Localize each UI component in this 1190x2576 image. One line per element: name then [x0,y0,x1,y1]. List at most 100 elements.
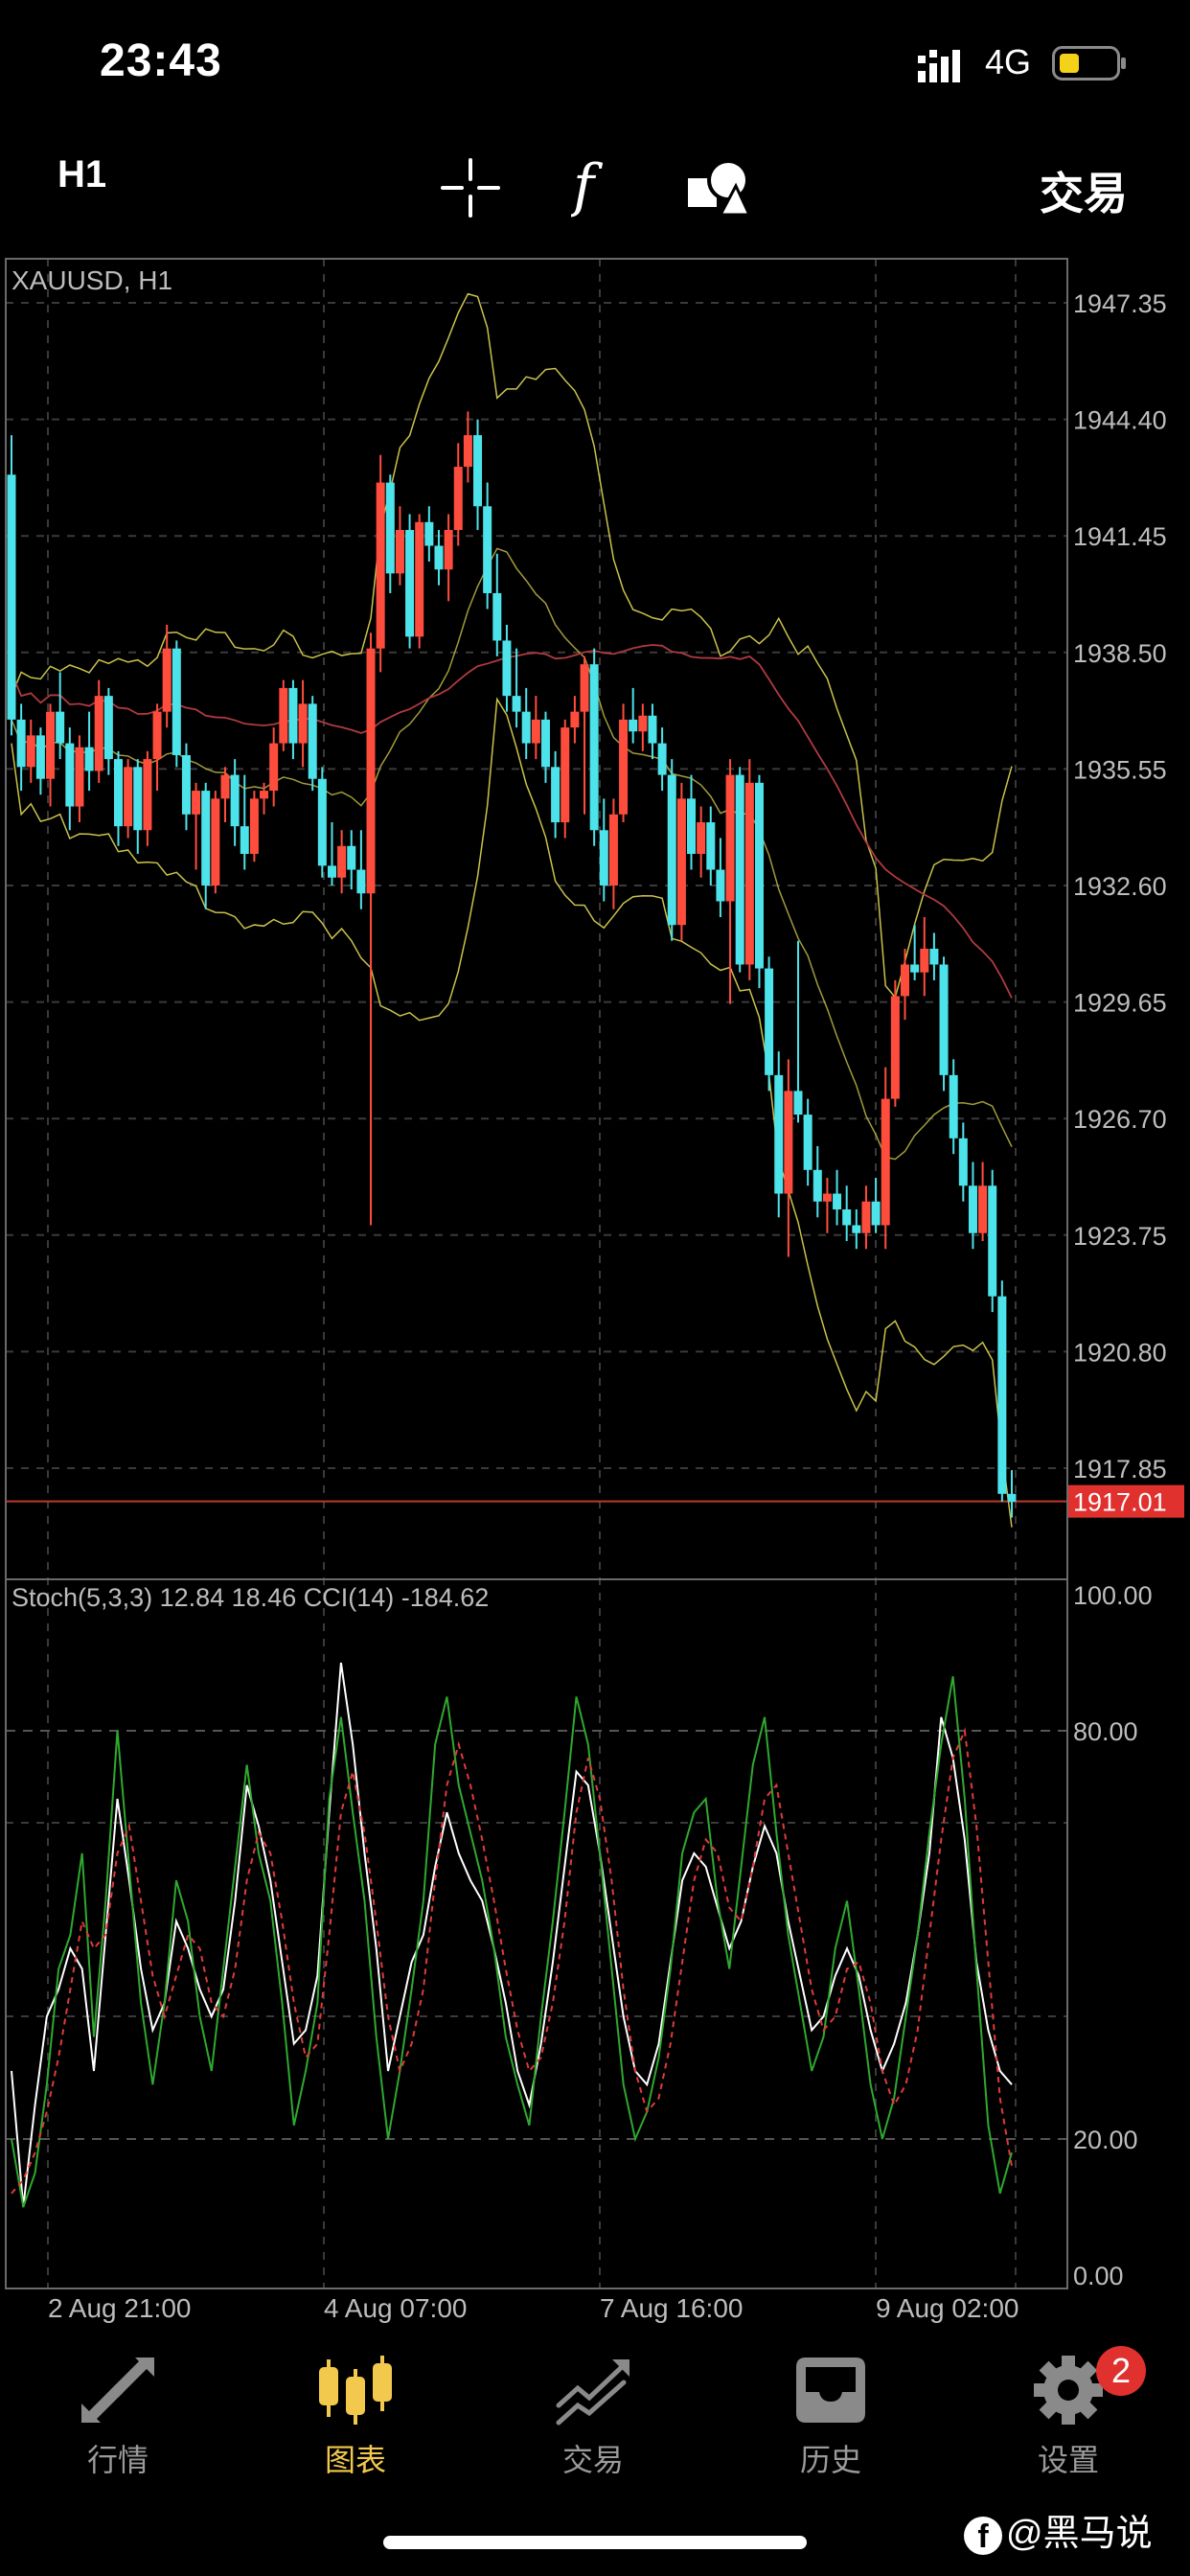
candle-body [599,830,608,886]
candle-body [347,845,356,870]
tab-charts[interactable]: 图表 [264,2354,446,2478]
candle-body [230,774,240,827]
candle-body [657,743,667,775]
candle-body [881,1098,890,1226]
candle-body [774,1074,784,1194]
period-selector[interactable]: H1 [57,153,107,196]
candle-body [453,467,463,531]
candle-body [803,1115,812,1170]
current-price-tag [1067,1484,1184,1518]
candle-body [26,735,35,768]
candle-body [337,845,347,878]
candle-body [852,1225,861,1233]
indicator-label: Stoch(5,3,3) 12.84 18.46 CCI(14) -184.62 [11,1583,489,1612]
trade-button[interactable]: 交易 [1040,169,1128,218]
candle-body [46,711,56,779]
candle-body [687,798,697,855]
candle-body [192,791,201,815]
home-indicator[interactable] [383,2536,807,2549]
price-tick-label: 1938.50 [1073,639,1167,668]
indicator-tick-label: 20.00 [1073,2126,1138,2154]
candle-body [793,1091,803,1116]
indicator-tick-label: 100.00 [1073,1581,1153,1610]
time-tick-label: 2 Aug 21:00 [48,2293,191,2323]
candle-body [366,648,376,894]
bollinger-middle-line [11,547,1013,1161]
candlestick-series [7,411,1017,1518]
candle-body [65,743,75,807]
candle-body [201,791,211,886]
candle-body [288,687,298,744]
candle-body [473,435,483,507]
candle-body [570,711,580,728]
candle-body [765,968,774,1075]
candle-body [580,664,589,712]
candle-body [133,767,143,831]
candle-body [648,715,657,744]
price-chart[interactable]: 1947.35 1944.40 1941.45 1938.50 1935.55 1932.… [0,253,1190,2323]
candle-body [901,964,910,997]
tab-history[interactable]: 历史 [740,2354,922,2478]
candle-body [298,703,308,744]
tab-trade[interactable]: 交易 [502,2354,684,2478]
inbox-tray-icon [796,2358,865,2423]
candle-body [152,711,162,760]
candle-body [405,530,415,637]
tab-label: 行情 [86,2443,149,2477]
tab-quotes[interactable]: 行情 [27,2354,209,2478]
bollinger-upper-line [11,292,1013,1000]
candle-body [424,521,434,546]
candle-body [385,482,395,574]
crosshair-icon[interactable] [441,158,500,218]
price-tick-label: 1920.80 [1073,1338,1167,1367]
candle-body [16,719,26,768]
main-chart-frame [5,258,1068,1580]
candle-body [958,1138,968,1186]
candle-body [697,822,706,855]
candle-body [444,530,453,570]
candle-body [269,743,279,792]
tab-label: 历史 [799,2443,861,2477]
candle-body [754,782,764,969]
candle-body [842,1209,852,1226]
chart-grid [6,259,1067,2288]
axis-labels: 1947.35 1944.40 1941.45 1938.50 1935.55 1932.… [48,289,1184,2323]
candle-body [483,506,492,593]
candle-body [249,798,259,855]
candle-body [968,1185,977,1233]
candle-body [531,719,540,744]
candle-body [308,703,317,779]
watermark-text: @黑马说 [1006,2514,1153,2554]
candle-body [181,754,191,815]
candle-body [512,696,521,712]
price-tick-label: 1947.35 [1073,289,1167,318]
indicators-function-icon[interactable]: f [571,155,609,218]
gear-icon [1034,2356,1103,2425]
candle-body [103,696,113,760]
time-tick-label: 7 Aug 16:00 [600,2293,743,2323]
candle-body [812,1169,822,1202]
price-tick-label: 1929.65 [1073,989,1167,1018]
candle-body [7,474,16,720]
candle-body [75,747,84,807]
price-tick-label: 1932.60 [1073,872,1167,901]
candle-body [463,435,472,468]
notification-badge: 2 [1096,2346,1146,2396]
objects-shapes-icon[interactable] [686,157,749,218]
price-tick-label: 1923.75 [1073,1222,1167,1251]
candle-body [113,759,123,827]
candle-body [910,964,920,973]
candle-body [1007,1493,1017,1503]
stoch-main-line [11,1676,1013,2208]
candle-body [540,719,550,768]
candle-body [317,778,327,866]
price-tick-label: 1935.55 [1073,755,1167,784]
candle-body [716,869,725,902]
candle-body [240,826,249,855]
stoch-signal-line [11,1727,1013,2195]
candle-body [619,719,629,815]
signal-strength-icon [918,50,960,82]
price-tick-label: 1944.40 [1073,406,1167,435]
candle-body [997,1296,1007,1494]
tab-settings[interactable]: 设置 [977,2354,1159,2478]
